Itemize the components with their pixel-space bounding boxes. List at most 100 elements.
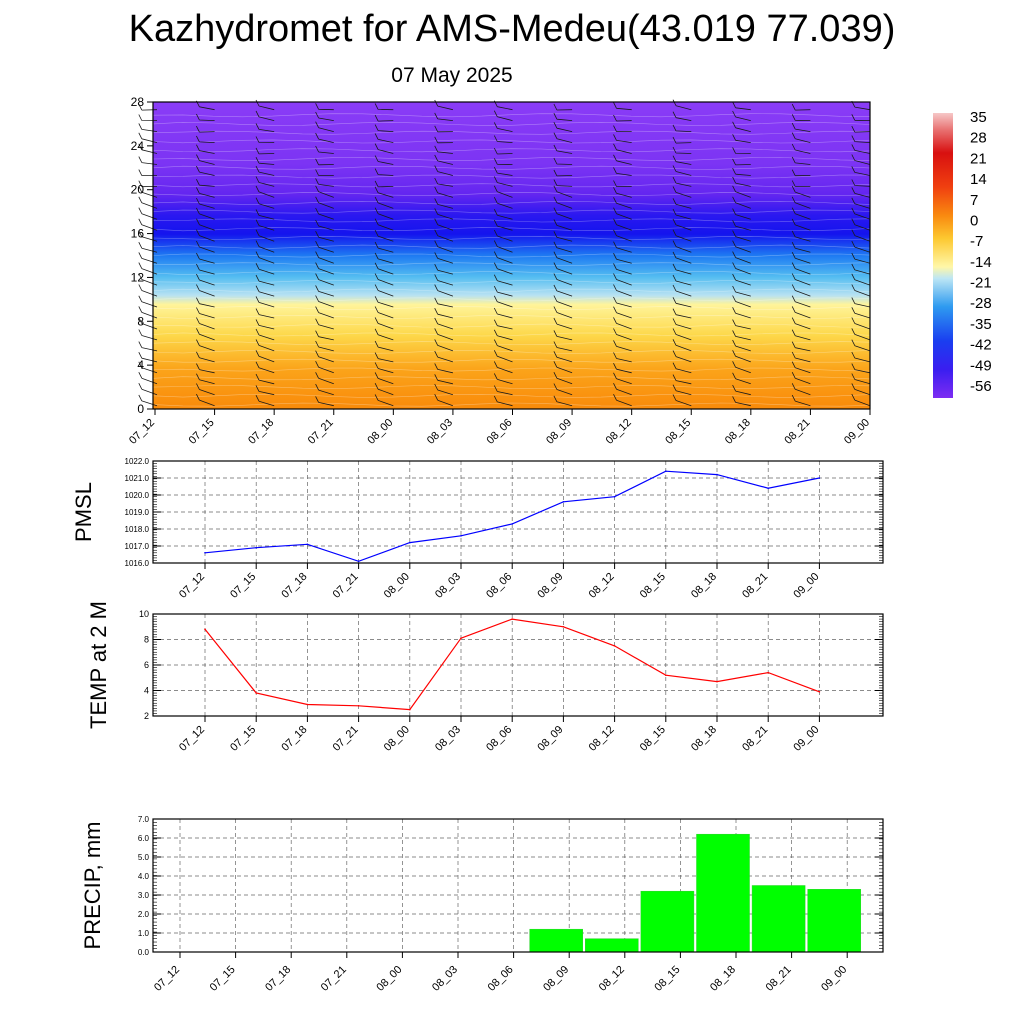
wind-barb	[374, 207, 394, 220]
wind-barb	[255, 319, 275, 330]
temp-point	[562, 625, 565, 628]
wind-barb	[732, 262, 751, 275]
wind-barb	[138, 103, 158, 111]
wind-barb	[791, 143, 811, 154]
wind-barb	[434, 252, 454, 264]
wind-barb	[315, 178, 334, 187]
wind-barb	[196, 307, 215, 319]
wind-barb	[553, 219, 573, 231]
pmsl-point	[613, 495, 616, 498]
wind-barb	[434, 165, 453, 176]
wind-barb	[138, 186, 158, 198]
y-tick-label: 1018.0	[125, 525, 150, 534]
wind-barb	[851, 166, 871, 176]
wind-barb	[196, 229, 215, 242]
wind-barb	[374, 241, 394, 253]
x-tick-label: 08_12	[587, 724, 617, 754]
wind-barb	[493, 251, 513, 264]
wind-barb	[613, 328, 632, 341]
wind-barb	[196, 165, 215, 176]
wind-barb	[851, 197, 871, 209]
wind-barb	[553, 185, 573, 198]
wind-barb	[255, 99, 275, 111]
wind-barb	[613, 273, 632, 286]
colorbar-label: -49	[970, 357, 992, 374]
wind-barb	[613, 180, 632, 187]
wind-barb	[672, 186, 692, 198]
wind-barb	[672, 146, 692, 154]
wind-barb	[613, 383, 632, 396]
y-tick-label: 0.0	[138, 948, 150, 957]
wind-barb	[672, 124, 692, 132]
wind-barb	[255, 385, 275, 396]
wind-barb	[138, 284, 158, 297]
wind-barb	[315, 350, 334, 363]
wind-barb	[434, 112, 453, 121]
wind-barb	[553, 179, 573, 187]
x-tick-label: 07_15	[228, 571, 258, 601]
wind-barb	[791, 317, 811, 330]
wind-barb	[613, 241, 632, 253]
wind-barb	[434, 208, 454, 220]
wind-barb	[613, 143, 632, 154]
wind-barb	[553, 103, 573, 111]
temp-point	[613, 645, 616, 647]
wind-barb	[138, 361, 158, 374]
wind-barb	[374, 284, 394, 297]
wind-barb	[493, 229, 513, 242]
wind-barb	[732, 185, 751, 198]
colorbar-label: 35	[970, 109, 987, 126]
wind-barb	[732, 220, 751, 231]
temp-point	[818, 690, 821, 693]
wind-barb	[138, 341, 158, 352]
wind-barb	[255, 285, 275, 297]
wind-barb	[791, 230, 811, 242]
wind-barb	[791, 252, 811, 264]
plot-frame	[152, 818, 884, 953]
contour-line	[153, 323, 871, 328]
wind-barb	[851, 144, 871, 154]
wind-barb	[138, 114, 158, 121]
wind-barb	[672, 308, 692, 319]
wind-barb	[255, 328, 275, 341]
wind-barb	[732, 295, 751, 308]
wind-barb	[196, 154, 215, 165]
wind-barb	[374, 296, 394, 308]
wind-barb	[374, 230, 394, 242]
wind-barb	[851, 125, 871, 133]
contour-line	[152, 183, 871, 188]
x-tick-label: 07_21	[306, 417, 336, 447]
wind-barb	[553, 341, 573, 352]
contour-line	[152, 113, 871, 118]
contour-line	[152, 376, 871, 381]
wind-barb	[553, 273, 573, 286]
wind-barb	[791, 242, 811, 253]
colorbar-gradient	[933, 113, 953, 398]
wind-barb	[613, 363, 632, 374]
wind-barb	[374, 352, 394, 363]
chart-date: 07 May 2025	[391, 64, 513, 87]
wind-barb	[732, 176, 751, 187]
temp-point	[665, 674, 667, 676]
wind-barb	[434, 186, 454, 198]
contour-line	[152, 262, 871, 266]
wind-barb	[493, 329, 513, 341]
wind-barb	[672, 229, 692, 242]
wind-barb	[493, 240, 513, 253]
wind-barb	[374, 218, 394, 231]
wind-barb	[493, 219, 513, 231]
wind-barb	[553, 132, 573, 143]
wind-barb	[196, 373, 215, 385]
x-tick-label: 08_00	[374, 964, 404, 994]
wind-barb	[553, 295, 573, 308]
wind-barb	[255, 197, 275, 209]
x-tick-label: 08_00	[365, 417, 395, 447]
wind-barb	[732, 230, 751, 242]
wind-barb	[434, 339, 454, 352]
pmsl-point	[409, 541, 411, 544]
contour-line	[152, 200, 871, 205]
wind-barb	[672, 318, 692, 330]
wind-barb	[434, 363, 453, 374]
wind-barb	[732, 240, 751, 253]
wind-barb	[613, 352, 632, 363]
